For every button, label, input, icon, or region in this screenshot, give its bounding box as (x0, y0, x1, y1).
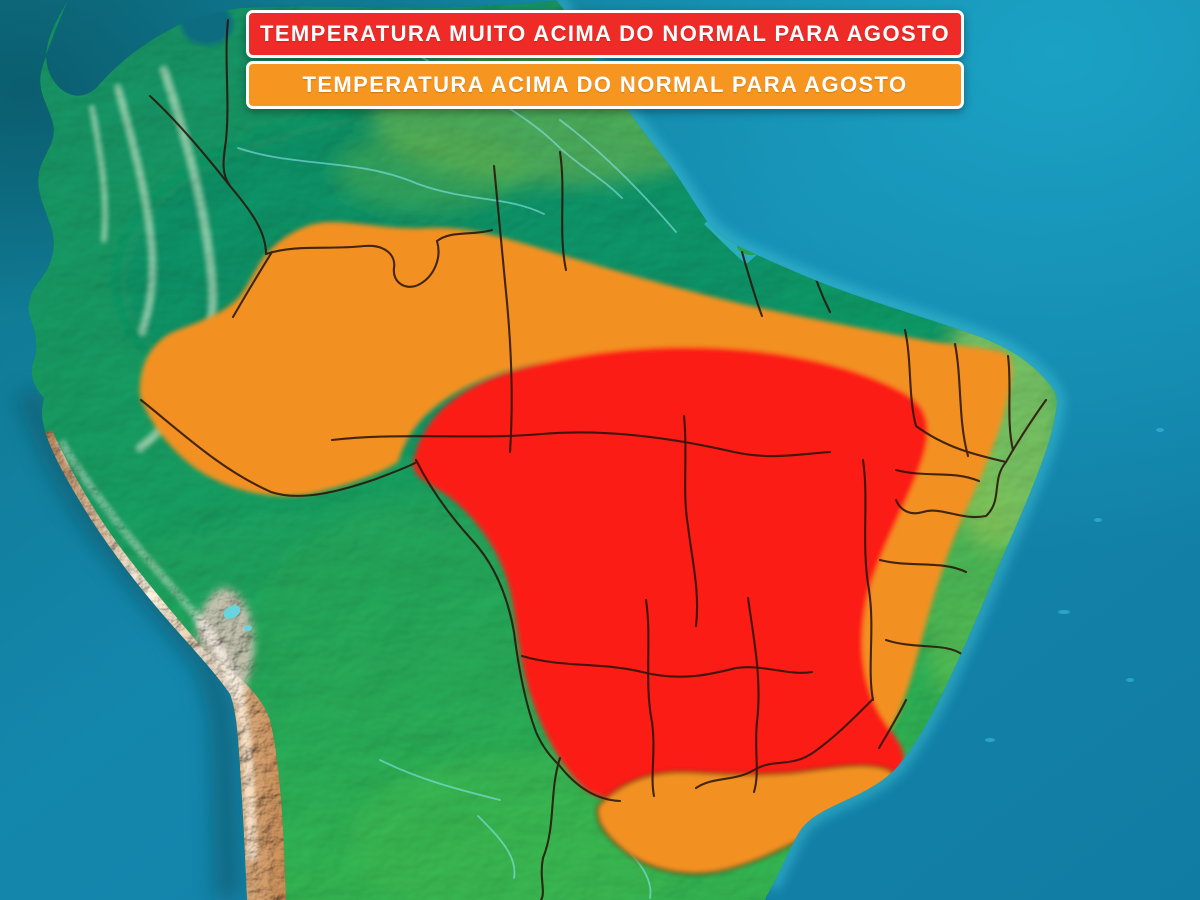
legend-banner-label: TEMPERATURA ACIMA DO NORMAL PARA AGOSTO (302, 72, 908, 97)
zone-acima-do-normal (139, 222, 1012, 736)
legend-banner-muito-acima-do-normal: TEMPERATURA MUITO ACIMA DO NORMAL PARA A… (246, 10, 964, 58)
legend-banners: TEMPERATURA MUITO ACIMA DO NORMAL PARA A… (246, 10, 964, 109)
lake-titicaca (223, 605, 241, 619)
zone-muito-acima-do-normal (413, 346, 928, 817)
state-borders (139, 18, 1048, 900)
temperature-zones (139, 222, 1012, 875)
legend-banner-acima-do-normal: TEMPERATURA ACIMA DO NORMAL PARA AGOSTO (246, 61, 964, 109)
legend-banner-label: TEMPERATURA MUITO ACIMA DO NORMAL PARA A… (260, 21, 950, 46)
